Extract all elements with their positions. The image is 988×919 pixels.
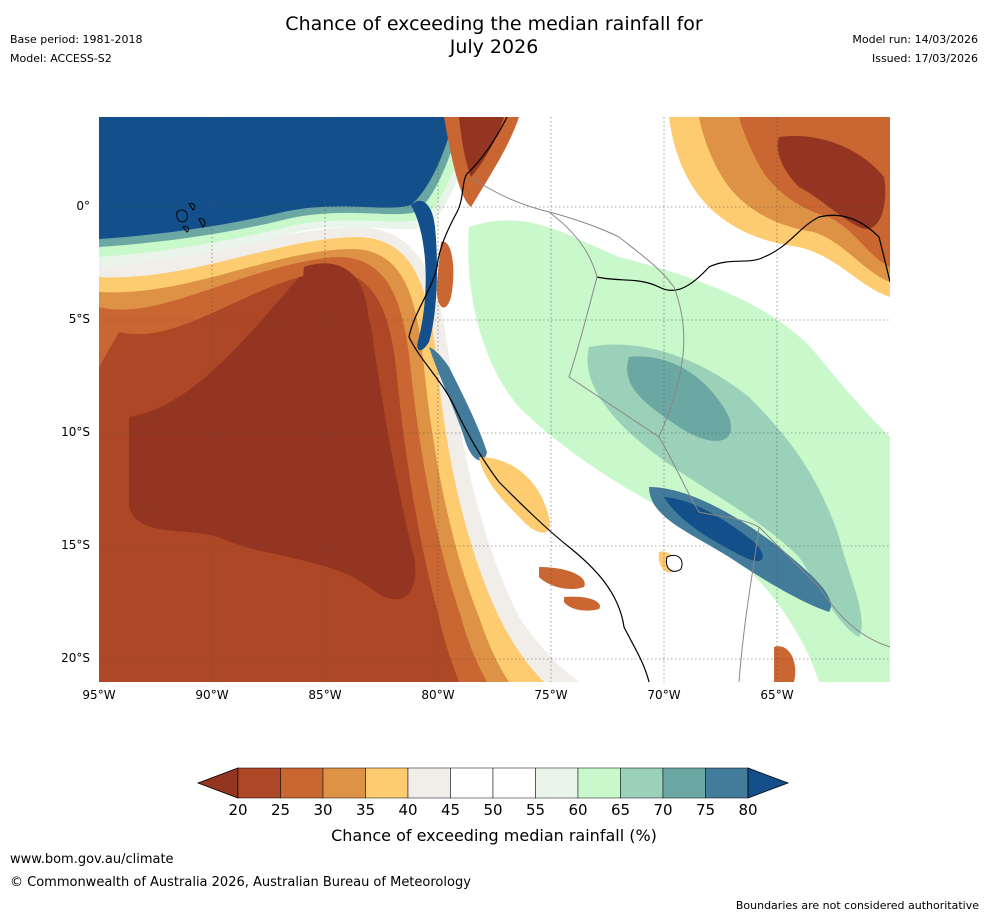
meta-left: Base period: 1981-2018 Model: ACCESS-S2: [10, 30, 142, 68]
lon-label-90w: 90°W: [195, 688, 229, 702]
rainfall-map: [99, 117, 890, 682]
coastal-wet-strip-2: [429, 347, 487, 461]
colorbar-tick-label: 45: [440, 801, 461, 819]
lon-label-95w: 95°W: [82, 688, 116, 702]
model-run: Model run: 14/03/2026: [852, 33, 978, 46]
colorbar-arrow-low: [196, 767, 239, 799]
map-title: Chance of exceeding the median rainfall …: [0, 13, 988, 59]
colorbar-segment: [407, 767, 451, 799]
colorbar-tick-label: 20: [228, 801, 248, 819]
colorbar-graphic: [196, 767, 790, 799]
issued-date: Issued: 17/03/2026: [871, 52, 978, 65]
land-above-80: [664, 497, 763, 562]
colorbar-tick-label: 40: [398, 801, 418, 819]
title-line-2: July 2026: [449, 36, 539, 58]
base-period: Base period: 1981-2018: [10, 33, 143, 46]
lon-label-65w: 65°W: [760, 688, 794, 702]
colorbar-segment: [535, 767, 579, 799]
lat-label-0: 0°: [76, 199, 90, 213]
title-line-1: Chance of exceeding the median rainfall …: [285, 13, 703, 35]
north-coastline: [596, 214, 890, 291]
contour-below-20-b: [303, 263, 369, 360]
colorbar-segment: [322, 767, 366, 799]
coastal-dry-spot: [436, 241, 454, 308]
lat-label-5s: 5°S: [68, 312, 90, 326]
colorbar-tick-label: 70: [653, 801, 673, 819]
colorbar-segment: [280, 767, 324, 799]
colorbar-tick-label: 35: [355, 801, 376, 819]
colorbar-tick-label: 75: [695, 801, 716, 819]
chile-south-dry: [774, 646, 796, 682]
andes-dry-north-core: [459, 117, 504, 177]
colorbar: [190, 760, 800, 810]
copyright: © Commonwealth of Australia 2026, Austra…: [10, 875, 471, 890]
colorbar-label: Chance of exceeding median rainfall (%): [331, 826, 657, 845]
ne-dry-below-20: [777, 136, 886, 229]
website-link[interactable]: www.bom.gov.au/climate: [10, 852, 174, 867]
model-name: Model: ACCESS-S2: [10, 52, 112, 65]
lat-label-20s: 20°S: [61, 651, 90, 665]
land-65-70: [587, 344, 862, 637]
land-70-75: [627, 356, 731, 441]
colorbar-tick-label: 50: [483, 801, 503, 819]
coastline: [408, 117, 650, 682]
disclaimer: Boundaries are not considered authoritat…: [735, 899, 979, 912]
colorbar-tick-label: 25: [270, 801, 291, 819]
colorbar-tick-label: 80: [738, 801, 758, 819]
galapagos-islands: [176, 203, 206, 233]
map-canvas: [99, 117, 890, 682]
colorbar-segment: [577, 767, 621, 799]
lon-label-75w: 75°W: [534, 688, 568, 702]
andes-dry-south-3: [564, 596, 600, 611]
lon-label-70w: 70°W: [647, 688, 681, 702]
colorbar-segment: [237, 767, 281, 799]
country-borders: [470, 176, 890, 682]
colorbar-segment: [662, 767, 706, 799]
colorbar-tick-label: 55: [525, 801, 546, 819]
colorbar-segment: [492, 767, 536, 799]
colorbar-segment: [365, 767, 409, 799]
contour-above-80-north: [99, 117, 454, 239]
colorbar-tick-label: 65: [610, 801, 631, 819]
lat-label-15s: 15°S: [61, 538, 90, 552]
colorbar-arrow-high: [747, 767, 790, 799]
colorbar-segment: [450, 767, 494, 799]
andes-dry-south-2: [539, 567, 585, 589]
colorbar-tick-label: 30: [313, 801, 333, 819]
lat-label-10s: 10°S: [61, 425, 90, 439]
coastal-wet-strip: [411, 200, 437, 351]
colorbar-tick-label: 60: [568, 801, 588, 819]
colorbar-segment: [620, 767, 664, 799]
lon-label-85w: 85°W: [308, 688, 342, 702]
colorbar-segment: [705, 767, 749, 799]
lon-label-80w: 80°W: [421, 688, 455, 702]
meta-right: Model run: 14/03/2026 Issued: 17/03/2026: [852, 30, 978, 68]
lake-titicaca: [665, 554, 683, 572]
